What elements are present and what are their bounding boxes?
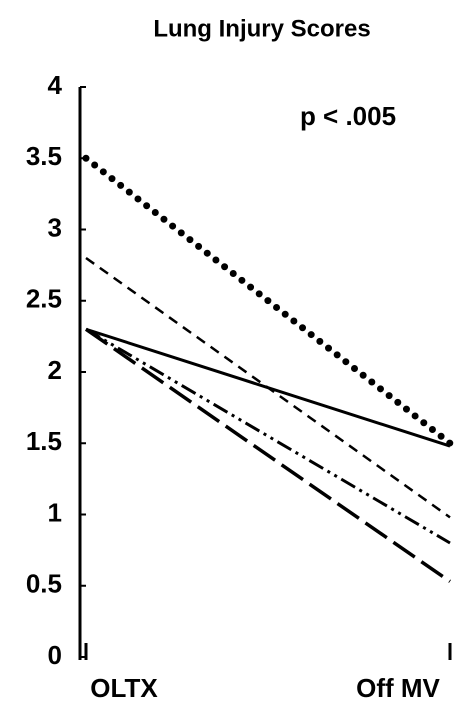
- series-line: [85, 327, 451, 545]
- y-tick-label: 4: [48, 70, 63, 100]
- chart-title: Lung Injury Scores: [153, 15, 370, 42]
- y-tick-label: 0: [48, 640, 62, 670]
- y-tick-label: 0.5: [26, 569, 62, 599]
- y-tick-label: 2: [48, 355, 62, 385]
- series-line: [85, 327, 451, 583]
- y-tick-label: 2.5: [26, 284, 62, 314]
- series-line: [85, 327, 451, 448]
- x-tick-label: OLTX: [90, 673, 158, 703]
- annotation: p < .005: [300, 101, 396, 131]
- y-tick-label: 3.5: [26, 141, 62, 171]
- y-tick-label: 1.5: [26, 426, 62, 456]
- y-tick-label: 1: [48, 497, 62, 527]
- y-tick-label: 3: [48, 212, 62, 242]
- series-line: [82, 154, 454, 447]
- x-tick-label: Off MV: [356, 673, 440, 703]
